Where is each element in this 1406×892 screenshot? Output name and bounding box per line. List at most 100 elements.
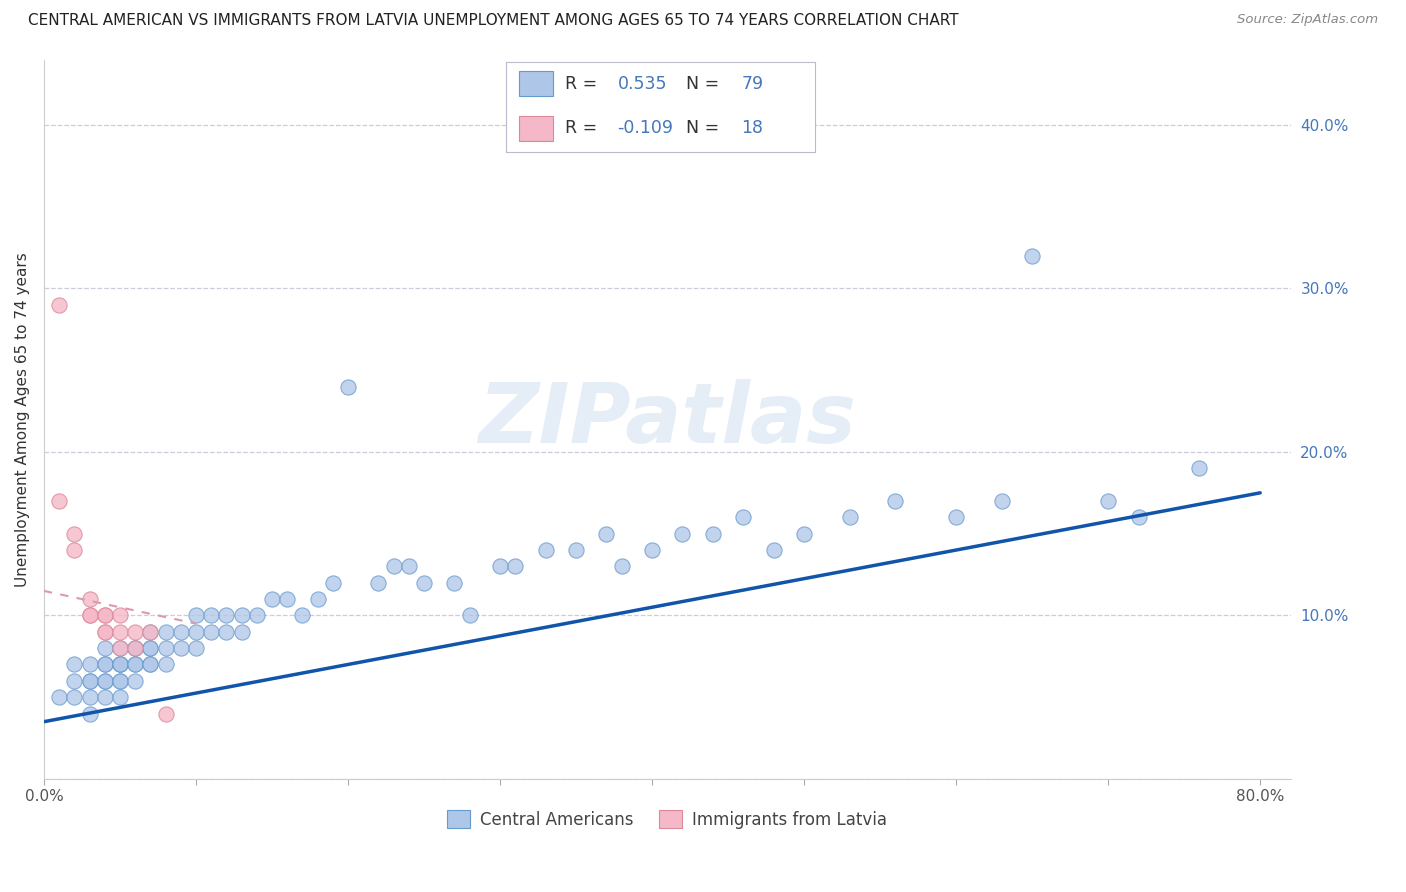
Point: [260, 592, 283, 607]
Point: [291, 608, 314, 623]
Point: [108, 657, 131, 672]
Point: [170, 641, 193, 656]
Point: [124, 624, 146, 639]
Point: [215, 608, 238, 623]
Text: N =: N =: [686, 75, 724, 93]
Point: [79, 608, 101, 623]
Text: 79: 79: [741, 75, 763, 93]
Point: [458, 608, 481, 623]
Point: [124, 673, 146, 688]
Point: [108, 673, 131, 688]
Point: [124, 641, 146, 656]
Point: [139, 641, 162, 656]
Point: [322, 575, 344, 590]
Point: [48, 494, 70, 508]
Point: [184, 624, 207, 639]
Point: [139, 624, 162, 639]
Text: 0.535: 0.535: [617, 75, 666, 93]
Point: [79, 592, 101, 607]
Point: [63, 657, 86, 672]
Text: N =: N =: [686, 120, 724, 137]
Point: [93, 608, 115, 623]
Point: [108, 673, 131, 688]
Point: [413, 575, 436, 590]
Point: [1021, 249, 1043, 263]
Point: [63, 543, 86, 558]
Point: [231, 608, 253, 623]
Text: CENTRAL AMERICAN VS IMMIGRANTS FROM LATVIA UNEMPLOYMENT AMONG AGES 65 TO 74 YEAR: CENTRAL AMERICAN VS IMMIGRANTS FROM LATV…: [28, 13, 959, 29]
Point: [990, 494, 1012, 508]
Point: [108, 608, 131, 623]
Point: [79, 706, 101, 721]
Point: [93, 657, 115, 672]
Point: [641, 543, 664, 558]
Point: [398, 559, 420, 574]
Point: [155, 706, 177, 721]
Point: [534, 543, 557, 558]
Point: [610, 559, 633, 574]
Point: [503, 559, 526, 574]
Point: [139, 657, 162, 672]
Point: [139, 657, 162, 672]
Point: [79, 608, 101, 623]
Bar: [519, 116, 553, 141]
Point: [595, 526, 617, 541]
Point: [93, 608, 115, 623]
Point: [671, 526, 693, 541]
Text: ZIPatlas: ZIPatlas: [478, 379, 856, 459]
Point: [565, 543, 588, 558]
Point: [108, 624, 131, 639]
Point: [489, 559, 512, 574]
Legend: Central Americans, Immigrants from Latvia: Central Americans, Immigrants from Latvi…: [440, 804, 894, 835]
Point: [93, 673, 115, 688]
Point: [93, 657, 115, 672]
Point: [170, 624, 193, 639]
Point: [884, 494, 907, 508]
Point: [307, 592, 329, 607]
Point: [93, 673, 115, 688]
Point: [48, 690, 70, 705]
Point: [1128, 510, 1150, 524]
Point: [79, 690, 101, 705]
Point: [48, 298, 70, 312]
Point: [276, 592, 298, 607]
Point: [231, 624, 253, 639]
Point: [793, 526, 815, 541]
Point: [155, 657, 177, 672]
Point: [93, 690, 115, 705]
Point: [79, 657, 101, 672]
Text: R =: R =: [565, 75, 603, 93]
Point: [79, 673, 101, 688]
Point: [108, 641, 131, 656]
Point: [93, 641, 115, 656]
Point: [184, 608, 207, 623]
Text: 18: 18: [741, 120, 763, 137]
Point: [139, 624, 162, 639]
Point: [108, 641, 131, 656]
Point: [1097, 494, 1119, 508]
Point: [124, 657, 146, 672]
Point: [63, 690, 86, 705]
Point: [124, 641, 146, 656]
Point: [139, 641, 162, 656]
Text: R =: R =: [565, 120, 603, 137]
Point: [124, 641, 146, 656]
Point: [108, 657, 131, 672]
Point: [200, 624, 222, 639]
Point: [215, 624, 238, 639]
Point: [246, 608, 269, 623]
Point: [93, 624, 115, 639]
Point: [382, 559, 405, 574]
Point: [79, 673, 101, 688]
Text: -0.109: -0.109: [617, 120, 673, 137]
Point: [702, 526, 724, 541]
Bar: [519, 71, 553, 96]
Point: [367, 575, 389, 590]
Text: Source: ZipAtlas.com: Source: ZipAtlas.com: [1237, 13, 1378, 27]
Point: [63, 673, 86, 688]
Point: [93, 624, 115, 639]
Y-axis label: Unemployment Among Ages 65 to 74 years: Unemployment Among Ages 65 to 74 years: [15, 252, 30, 587]
Point: [184, 641, 207, 656]
Point: [155, 641, 177, 656]
Point: [1188, 461, 1211, 475]
